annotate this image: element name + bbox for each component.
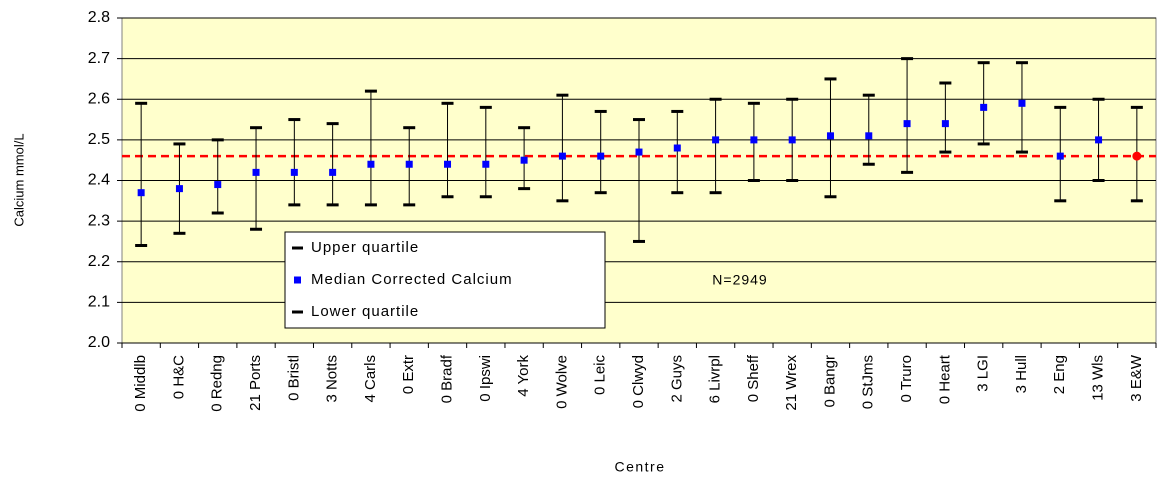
x-tick-label: 3 Notts — [324, 355, 341, 403]
median-marker — [826, 132, 834, 140]
x-tick-label: 6 Livrpl — [707, 355, 724, 403]
median-marker — [329, 168, 337, 176]
median-marker — [367, 160, 375, 168]
median-marker — [290, 168, 298, 176]
median-marker — [137, 189, 145, 197]
x-tick-label: 0 Ipswi — [477, 355, 494, 402]
y-tick-label: 2.8 — [88, 9, 110, 26]
x-axis-title: Centre — [614, 459, 665, 475]
median-marker — [175, 185, 183, 193]
x-tick-label: 0 Extr — [400, 355, 417, 394]
legend-label: Lower quartile — [311, 303, 419, 320]
y-tick-label: 2.3 — [88, 212, 110, 229]
x-tick-label: 2 Eng — [1051, 355, 1068, 394]
median-marker — [635, 148, 643, 156]
x-tick-label: 0 Heart — [936, 354, 953, 404]
x-tick-label: 2 Guys — [668, 355, 685, 403]
legend-label: Upper quartile — [311, 239, 419, 256]
median-marker — [903, 120, 911, 128]
x-tick-label: 0 Wolve — [553, 355, 570, 409]
median-marker — [980, 103, 988, 111]
legend-label: Median Corrected Calcium — [311, 271, 513, 288]
y-tick-label: 2.0 — [88, 334, 110, 351]
annotation: N=2949 — [712, 272, 767, 288]
x-tick-label: 3 Hull — [1013, 355, 1030, 393]
x-tick-label: 0 StJms — [860, 355, 877, 409]
y-tick-label: 2.6 — [88, 90, 110, 107]
median-marker — [1056, 152, 1064, 160]
x-tick-label: 4 Carls — [362, 355, 379, 403]
median-marker — [788, 136, 796, 144]
y-tick-label: 2.7 — [88, 50, 110, 67]
x-tick-label: 0 Bradf — [438, 354, 455, 403]
median-marker — [941, 120, 949, 128]
median-marker — [482, 160, 490, 168]
x-tick-label: 0 H&C — [170, 355, 187, 399]
legend-symbol — [294, 276, 301, 284]
median-marker — [712, 136, 720, 144]
median-marker — [1132, 151, 1142, 161]
y-tick-label: 2.1 — [88, 294, 110, 311]
x-tick-label: 0 Bristl — [285, 355, 302, 401]
median-marker — [750, 136, 758, 144]
x-tick-label: 0 Clwyd — [630, 355, 647, 408]
y-tick-label: 2.2 — [88, 253, 110, 270]
median-marker — [597, 152, 605, 160]
x-tick-label: 4 York — [515, 355, 532, 397]
x-tick-label: 0 Sheff — [745, 354, 762, 402]
median-marker — [405, 160, 413, 168]
median-marker — [1095, 136, 1103, 144]
x-tick-label: 0 Bangr — [821, 355, 838, 408]
x-tick-label: 13 Wls — [1090, 355, 1107, 401]
median-marker — [558, 152, 566, 160]
legend-box — [284, 231, 606, 329]
median-marker — [214, 181, 222, 189]
y-axis-title: Calcium mmol/L — [11, 133, 26, 226]
y-tick-label: 2.4 — [88, 172, 110, 189]
x-tick-label: 0 Redng — [209, 355, 226, 412]
y-tick-label: 2.5 — [88, 131, 110, 148]
median-marker — [865, 132, 873, 140]
median-marker — [520, 156, 528, 164]
median-marker — [673, 144, 681, 152]
x-tick-label: 21 Ports — [247, 355, 264, 411]
x-tick-label: 3 LGI — [975, 355, 992, 392]
x-tick-label: 21 Wrex — [783, 355, 800, 411]
x-tick-label: 0 Leic — [592, 355, 609, 396]
median-marker — [252, 168, 260, 176]
x-tick-label: 3 E&W — [1128, 354, 1145, 402]
median-marker — [1018, 99, 1026, 107]
median-marker — [444, 160, 452, 168]
x-tick-label: 0 Middlb — [132, 355, 149, 412]
x-tick-label: 0 Truro — [898, 355, 915, 403]
